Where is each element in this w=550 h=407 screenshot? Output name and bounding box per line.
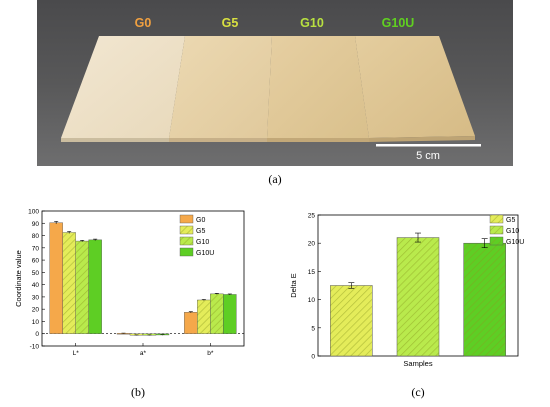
photo-label-g10u: G10U: [382, 16, 415, 30]
bar-g5-2: [197, 299, 211, 334]
veneer-edge-g10u: [369, 136, 475, 142]
veneer-sample-g10: [267, 36, 369, 138]
bar-g10-0: [75, 240, 89, 334]
veneer-edge-g0: [61, 138, 169, 142]
y-tick-label-4: 20: [308, 241, 316, 248]
veneer-sample-g0: [61, 36, 185, 138]
veneer-edge-g5: [169, 138, 267, 142]
legend-swatch-g10: [179, 236, 194, 246]
legend-label-g10: G10: [506, 228, 519, 235]
legend-swatch-g5: [489, 214, 504, 224]
photo-label-g10: G10: [300, 16, 324, 30]
y-axis-label: Delta E: [289, 273, 298, 298]
x-tick-label-1: a*: [140, 350, 147, 357]
bar-g5-0: [62, 232, 76, 334]
veneer-edge-g10: [267, 138, 369, 142]
y-tick-label-2: 10: [32, 319, 40, 326]
y-tick-label-11: 100: [28, 209, 39, 216]
caption-a: (a): [268, 172, 282, 186]
photo-label-g0: G0: [135, 16, 152, 30]
caption-b: (b): [131, 385, 145, 399]
y-tick-label-5: 25: [308, 213, 316, 220]
veneer-sample-g5: [169, 36, 272, 138]
x-axis-label: Samples: [403, 359, 432, 368]
y-tick-label-8: 70: [32, 245, 40, 252]
bar-g10u-2: [223, 294, 237, 334]
caption-c: (c): [411, 385, 425, 399]
bar-g10u-0: [88, 239, 102, 334]
y-tick-label-7: 60: [32, 258, 40, 265]
photo-panel: G0 G5 G10 G10U 5 cm: [37, 0, 513, 166]
y-tick-label-10: 90: [32, 221, 40, 228]
x-tick-label-2: b*: [207, 350, 214, 357]
y-tick-label-3: 20: [32, 307, 40, 314]
veneer-sample-g10u: [355, 36, 475, 138]
y-axis-label: Coordinate value: [14, 250, 23, 307]
x-tick-label-0: L*: [73, 350, 80, 357]
bar-g10-2: [210, 293, 224, 334]
y-tick-label-5: 40: [32, 282, 40, 289]
legend-swatch-g10u: [489, 236, 504, 246]
legend-label-g5: G5: [196, 228, 205, 235]
legend-label-g5: G5: [506, 217, 515, 224]
y-tick-label-6: 50: [32, 270, 40, 277]
legend-swatch-g5: [179, 225, 194, 235]
y-tick-label-3: 15: [308, 269, 316, 276]
legend-label-g10: G10: [196, 239, 209, 246]
y-tick-label-0: 0: [311, 354, 315, 361]
legend-label-g0: G0: [196, 217, 205, 224]
scale-bar-label: 5 cm: [416, 150, 440, 162]
y-tick-label-2: 10: [308, 297, 316, 304]
legend-label-g10u: G10U: [506, 239, 524, 246]
legend-swatch-g0: [179, 214, 194, 224]
y-tick-label-1: 5: [311, 325, 315, 332]
bar-g10: [396, 237, 440, 357]
chart-coordinate-values: -10 0 10 20 30 40 50 60 70 80 90 100 Coordinate valu…: [14, 209, 245, 357]
scale-bar: [376, 144, 481, 147]
photo-label-g5: G5: [222, 16, 239, 30]
legend-label-g10u: G10U: [196, 250, 214, 257]
legend-swatch-g10: [489, 225, 504, 235]
bar-g0-0: [49, 222, 63, 334]
bar-g0-2: [184, 312, 198, 334]
y-tick-label-9: 80: [32, 233, 40, 240]
bar-g5: [330, 285, 373, 357]
y-tick-label-1: 0: [35, 331, 39, 338]
y-tick-label-4: 30: [32, 294, 40, 301]
bar-g10u: [463, 242, 506, 357]
chart-delta-e: 0 5 10 15 20 25 Delta E Samples G5 G10 G10U: [289, 213, 524, 369]
legend-swatch-g10u: [179, 247, 194, 257]
y-tick-label-0: -10: [30, 344, 40, 351]
